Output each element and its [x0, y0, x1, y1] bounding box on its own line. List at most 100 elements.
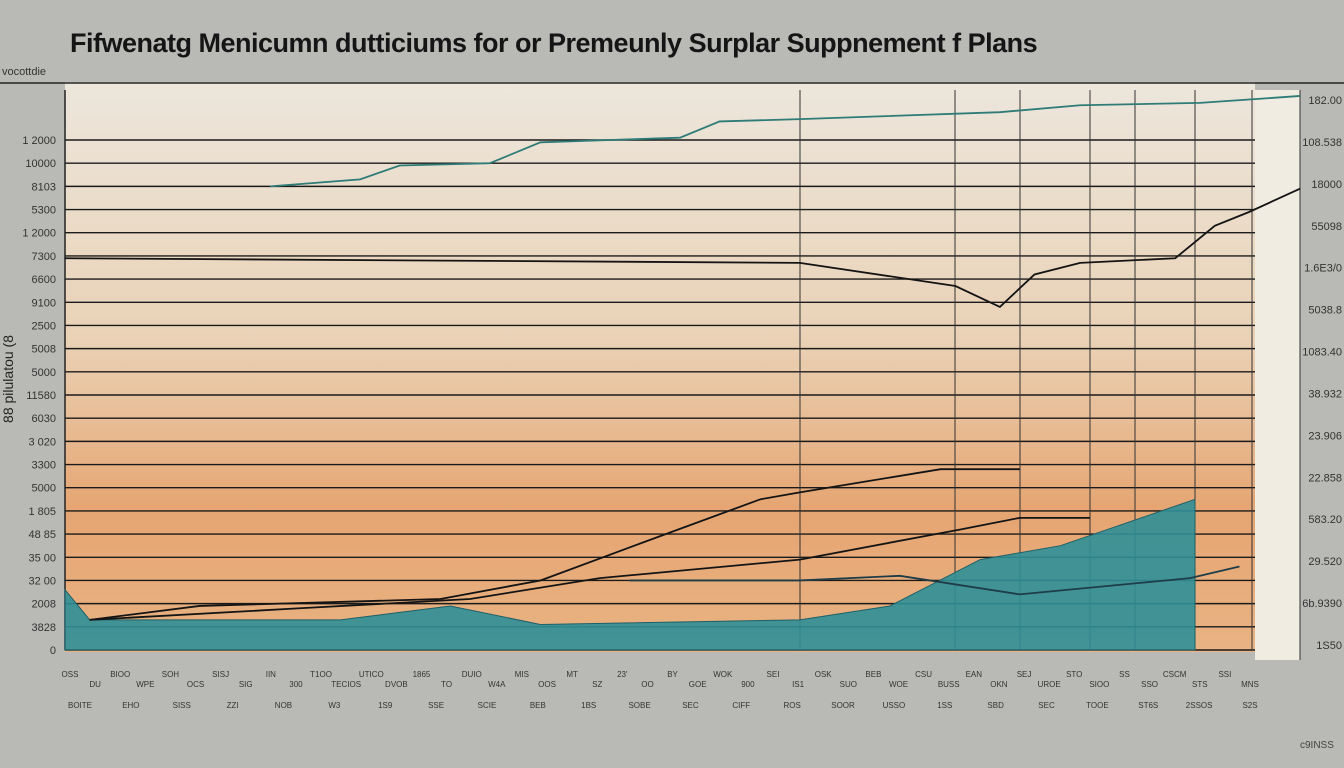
x-tick-label-row2: SOBE	[628, 701, 650, 710]
x-tick-label-row2: W3	[328, 701, 341, 710]
area-series	[64, 498, 1196, 651]
x-tick-label-row2: EHO	[122, 701, 139, 710]
x-tick-label-row2: 1S9	[378, 701, 393, 710]
x-tick-label: WPE	[136, 680, 154, 689]
y-tick-label: 3300	[32, 460, 56, 472]
right-axis-label: 38.932	[1308, 388, 1342, 400]
x-tick-label: 300	[289, 680, 303, 689]
x-tick-label-row2: SSE	[428, 701, 444, 710]
right-axis-label: 22.858	[1308, 472, 1342, 484]
y-tick-label: 9100	[32, 297, 56, 309]
x-tick-label: W4A	[488, 680, 506, 689]
x-tick-label: OOS	[538, 680, 556, 689]
x-tick-label: UROE	[1038, 680, 1061, 689]
line-series-4	[89, 516, 1091, 621]
x-tick-label: T1OO	[310, 670, 332, 679]
y-tick-label: 1 2000	[22, 135, 56, 147]
y-tick-label: 7300	[32, 251, 56, 263]
right-axis-label: 108.538	[1302, 137, 1342, 149]
x-tick-label-row2: NOB	[275, 701, 292, 710]
x-tick-label: DUIO	[462, 670, 482, 679]
y-tick-label: 5000	[32, 483, 56, 495]
x-tick-label: 23'	[617, 670, 628, 679]
x-tick-label: CSU	[915, 670, 932, 679]
right-axis-label: 5038.8	[1308, 305, 1342, 317]
chart-title: Fifwenatg Menicumn dutticiums for or Pre…	[70, 28, 1038, 58]
chart-subtitle: vocottdie	[2, 66, 47, 78]
x-tick-label: SSI	[1218, 670, 1231, 679]
x-tick-label: DU	[89, 680, 101, 689]
x-tick-label: SSO	[1141, 680, 1158, 689]
x-tick-label-row2: BEB	[530, 701, 546, 710]
right-axis-label: 6b.9390	[1302, 598, 1342, 610]
x-tick-label: SOH	[162, 670, 180, 679]
right-axis-label: 583.20	[1308, 514, 1342, 526]
x-tick-label: EAN	[966, 670, 983, 679]
x-tick-label: UTICO	[359, 670, 384, 679]
x-tick-label-row2: ZZI	[227, 701, 239, 710]
x-tick-label: BUSS	[938, 680, 960, 689]
x-tick-label-row2: SOOR	[831, 701, 855, 710]
line-series-1	[269, 95, 1301, 188]
x-tick-label: OKN	[990, 680, 1008, 689]
x-tick-label: STO	[1066, 670, 1082, 679]
x-tick-label-row2: ST6S	[1138, 701, 1158, 710]
y-axis-label: 88 pilulatou (8	[0, 335, 16, 423]
x-tick-label: 1865	[413, 670, 431, 679]
x-tick-label: TECIOS	[331, 680, 361, 689]
x-tick-label: BIOO	[110, 670, 130, 679]
y-tick-label: 5008	[32, 344, 56, 356]
y-tick-label: 1 2000	[22, 228, 56, 240]
y-tick-label: 11580	[26, 390, 56, 402]
x-tick-label: SZ	[592, 680, 602, 689]
line-series-3	[89, 468, 1020, 621]
x-tick-label: OSS	[62, 670, 79, 679]
x-tick-label: SUO	[840, 680, 857, 689]
y-tick-label: 2500	[32, 320, 56, 332]
right-axis-label: 23.906	[1308, 430, 1342, 442]
x-tick-label: OSK	[815, 670, 833, 679]
x-tick-label: IS1	[792, 680, 805, 689]
x-tick-label: STS	[1192, 680, 1208, 689]
x-tick-label-row2: ROS	[784, 701, 801, 710]
x-tick-label: TO	[441, 680, 452, 689]
x-tick-label-row2: SEC	[682, 701, 699, 710]
x-tick-label-row2: BOITE	[68, 701, 92, 710]
right-axis-label: 1083.40	[1302, 347, 1342, 359]
x-tick-label: OO	[641, 680, 653, 689]
y-tick-label: 5300	[32, 205, 56, 217]
x-tick-label: SEJ	[1017, 670, 1032, 679]
x-tick-label: SIG	[239, 680, 253, 689]
x-tick-label: SIOO	[1089, 680, 1109, 689]
x-tick-label: IIN	[266, 670, 276, 679]
x-tick-label-row2: SISS	[173, 701, 191, 710]
y-tick-label: 35 00	[28, 552, 56, 564]
y-tick-label: 2008	[32, 599, 56, 611]
y-tick-label: 3828	[32, 622, 56, 634]
right-axis-label: 18000	[1311, 179, 1342, 191]
x-tick-label: OCS	[187, 680, 204, 689]
x-tick-label: MNS	[1241, 680, 1259, 689]
x-tick-label: SISJ	[212, 670, 229, 679]
right-axis-label: 1.6E3/0	[1304, 263, 1342, 275]
x-tick-label: BY	[667, 670, 678, 679]
y-tick-label: 8103	[32, 181, 56, 193]
y-tick-label: 48 85	[28, 529, 56, 541]
x-tick-label-row2: SCIE	[478, 701, 497, 710]
y-tick-label: 0	[50, 645, 56, 657]
footer-label: c9INSS	[1300, 740, 1334, 751]
x-tick-label-row2: 2SSOS	[1186, 701, 1213, 710]
x-tick-label-row2: 1SS	[937, 701, 952, 710]
right-axis-label: 1S50	[1316, 640, 1342, 652]
right-panel	[1255, 90, 1300, 660]
x-tick-label-row2: SBD	[987, 701, 1004, 710]
line-series-5	[629, 565, 1240, 596]
right-axis-label: 29.520	[1308, 556, 1342, 568]
y-tick-label: 10000	[25, 158, 56, 170]
x-tick-label: MIS	[515, 670, 529, 679]
y-tick-label: 5000	[32, 367, 56, 379]
right-axis-label: 182.00	[1308, 95, 1342, 107]
x-tick-label-row2: TOOE	[1086, 701, 1109, 710]
x-tick-label: BEB	[865, 670, 881, 679]
x-tick-label-row2: 1BS	[581, 701, 596, 710]
